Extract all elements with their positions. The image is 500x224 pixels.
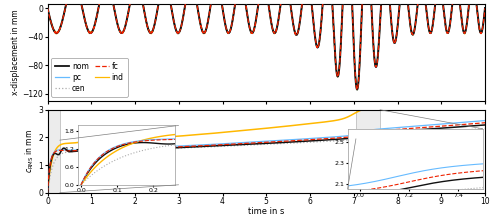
Bar [356, 110, 380, 139]
Bar [48, 110, 60, 193]
Y-axis label: $c_{\mathrm{RMS}}$ in mm: $c_{\mathrm{RMS}}$ in mm [23, 129, 36, 173]
Y-axis label: x-displacement in mm: x-displacement in mm [11, 10, 20, 95]
X-axis label: time in s: time in s [248, 207, 284, 216]
Legend: nom, pc, cen, fc, ind: nom, pc, cen, fc, ind [52, 58, 128, 97]
